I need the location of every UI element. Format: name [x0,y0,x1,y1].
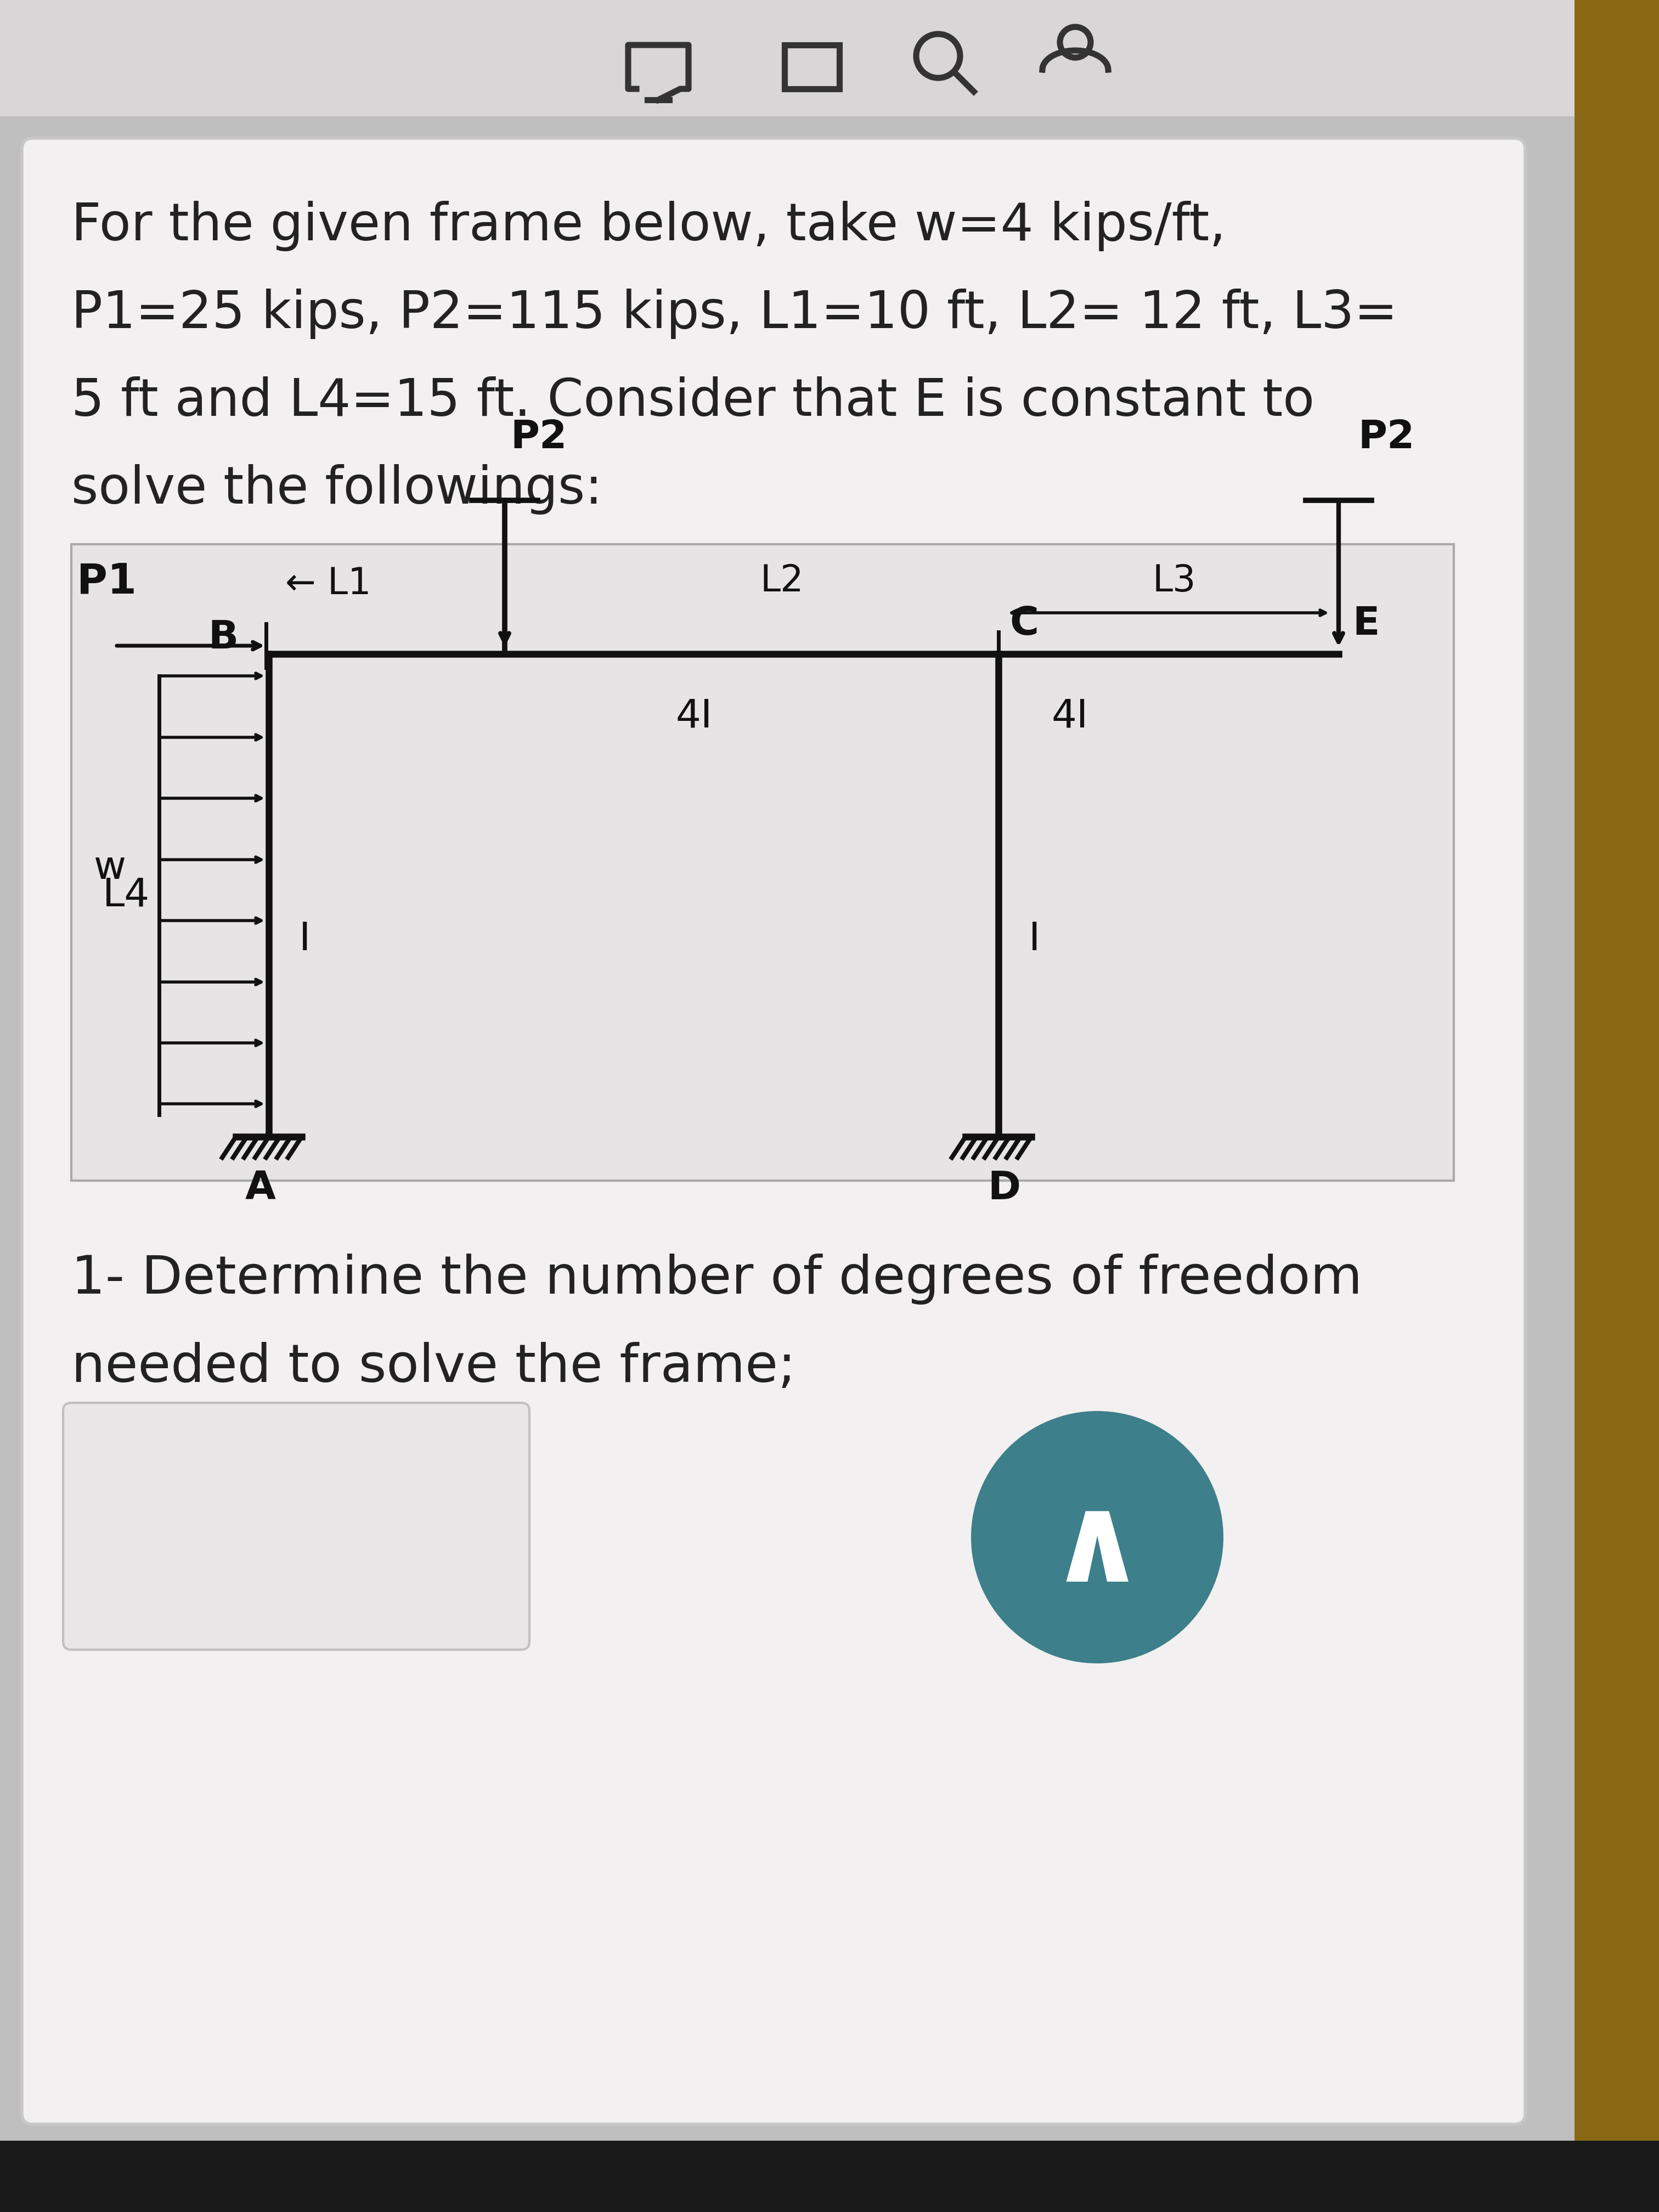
Text: I: I [299,920,310,958]
Bar [785,44,839,88]
Text: P2: P2 [1357,418,1415,456]
Text: A: A [246,1170,275,1208]
Text: For the given frame below, take w=4 kips/ft,: For the given frame below, take w=4 kips… [71,201,1226,252]
Text: L2: L2 [760,562,803,599]
Text: L4: L4 [103,876,149,914]
Text: C: C [1009,606,1039,644]
Text: solve the followings:: solve the followings: [71,465,602,515]
Circle shape [971,1411,1223,1663]
Text: needed to solve the frame;: needed to solve the frame; [71,1343,796,1394]
Text: ← L1: ← L1 [285,566,372,602]
Bar [1574,0,1659,2212]
Text: P2: P2 [511,418,567,456]
Text: 5 ft and L4=15 ft. Consider that E is constant to: 5 ft and L4=15 ft. Consider that E is co… [71,376,1314,427]
Text: 4I: 4I [675,697,712,737]
FancyBboxPatch shape [63,1402,529,1650]
Text: P1=25 kips, P2=115 kips, L1=10 ft, L2= 12 ft, L3=: P1=25 kips, P2=115 kips, L1=10 ft, L2= 1… [71,288,1397,338]
Bar [0,2141,1659,2212]
Bar [71,544,1453,1181]
Text: w: w [95,849,126,887]
Text: E: E [1352,606,1379,644]
Text: B: B [209,619,239,657]
Text: 4I: 4I [1052,697,1088,737]
Text: 1- Determine the number of degrees of freedom: 1- Determine the number of degrees of fr… [71,1254,1362,1305]
Text: L3: L3 [1153,562,1196,599]
Bar [0,0,1574,117]
Text: I: I [1029,920,1040,958]
Text: P1: P1 [76,562,136,602]
FancyBboxPatch shape [22,137,1525,2124]
Text: D: D [987,1170,1020,1208]
Text: ∧: ∧ [1048,1489,1146,1606]
